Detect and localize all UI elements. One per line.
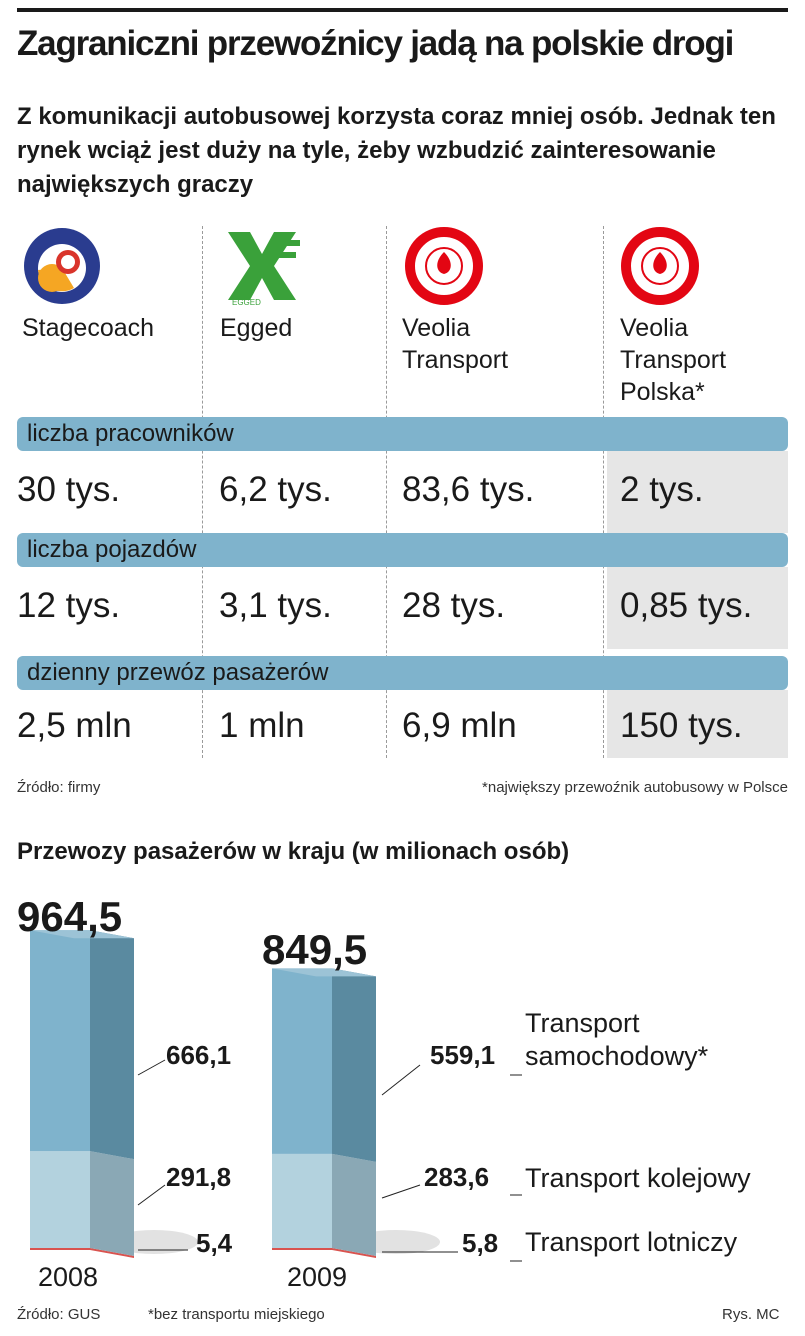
bar-segment-road — [30, 930, 90, 1152]
data-label: 666,1 — [166, 1040, 232, 1070]
shade-cell-2 — [607, 567, 788, 649]
company-name: Veolia Transport Polska* — [620, 314, 727, 406]
shade-cell-3 — [607, 690, 788, 758]
column-divider — [603, 226, 604, 758]
leader-line — [381, 1064, 421, 1096]
top-rule — [17, 8, 788, 12]
metric-label: dzienny przewóz pasażerów — [27, 659, 329, 686]
metric-label: liczba pracowników — [27, 420, 234, 447]
veolia-logo-icon — [621, 227, 699, 305]
metric-value: 30 tys. — [17, 470, 121, 509]
metric-value: 6,9 mln — [402, 706, 517, 745]
chart-source: Źródło: GUS — [17, 1306, 101, 1323]
stacked-bar-chart — [30, 930, 522, 1262]
bar-segment-air-side — [332, 1248, 376, 1258]
metric-band: liczba pracowników — [17, 417, 788, 451]
metric-band: liczba pojazdów — [17, 533, 788, 567]
egged-logo-icon: EGGED — [228, 232, 300, 306]
data-label: 5,8 — [462, 1228, 499, 1258]
company-name: Veolia Transport — [402, 314, 509, 374]
metric-value: 2 tys. — [620, 470, 704, 509]
metric-value: 12 tys. — [17, 586, 121, 625]
chart-footnote: *bez transportu miejskiego — [148, 1306, 325, 1323]
page-subtitle: Z komunikacji autobusowej korzysta coraz… — [17, 103, 776, 198]
veolia-logo-icon — [405, 227, 483, 305]
company-name: Stagecoach — [22, 314, 155, 342]
bar-segment-road-side — [90, 930, 134, 1160]
total-label: 849,5 — [262, 926, 368, 973]
bar-top-face — [272, 968, 376, 977]
metric-value: 0,85 tys. — [620, 586, 753, 625]
leader-line — [137, 1059, 166, 1076]
data-label: 559,1 — [430, 1040, 496, 1070]
metric-value: 6,2 tys. — [219, 470, 332, 509]
stagecoach-logo-icon — [24, 228, 100, 304]
metric-value: 28 tys. — [402, 586, 506, 625]
metric-label: liczba pojazdów — [27, 536, 197, 563]
metric-value: 1 mln — [219, 706, 305, 745]
table-footnote: *największy przewoźnik autobusowy w Pols… — [482, 779, 788, 796]
bar-segment-rail — [30, 1151, 90, 1248]
egged-logo-text: EGGED — [232, 298, 261, 306]
data-label: 291,8 — [166, 1162, 232, 1192]
shade-cell-1 — [607, 451, 788, 533]
page-title: Zagraniczni przewoźnicy jadą na polskie … — [17, 24, 734, 63]
column-divider — [202, 226, 203, 758]
bar-segment-rail — [272, 1153, 332, 1248]
column-divider — [386, 226, 387, 758]
metric-value: 150 tys. — [620, 706, 743, 745]
bar-segment-rail-side — [90, 1151, 134, 1256]
bar-segment-air — [30, 1248, 90, 1250]
legend-road: Transport samochodowy* — [525, 1008, 709, 1071]
legend-air: Transport lotniczy — [525, 1227, 738, 1257]
metric-value: 2,5 mln — [17, 706, 132, 745]
bar-segment-air — [272, 1248, 332, 1250]
bar-segment-road — [272, 968, 332, 1154]
bar-top-face — [30, 930, 134, 939]
bar-segment-air-side — [90, 1248, 134, 1258]
credit: Rys. MC — [722, 1306, 780, 1323]
metric-value: 83,6 tys. — [402, 470, 535, 509]
data-label: 5,4 — [196, 1228, 233, 1258]
data-label: 283,6 — [424, 1162, 490, 1192]
leader-line — [381, 1184, 421, 1199]
metric-value: 3,1 tys. — [219, 586, 332, 625]
chart-title: Przewozy pasażerów w kraju (w milionach … — [17, 838, 570, 865]
leader-line — [137, 1184, 166, 1206]
bar-segment-road-side — [332, 968, 376, 1162]
legend-rail: Transport kolejowy — [525, 1163, 751, 1193]
x-tick-label: 2009 — [287, 1262, 348, 1292]
table-source: Źródło: firmy — [17, 779, 101, 796]
total-label: 964,5 — [17, 893, 123, 940]
company-name: Egged — [220, 314, 293, 342]
bar-segment-rail-side — [332, 1153, 376, 1256]
x-tick-label: 2008 — [38, 1262, 99, 1292]
metric-band: dzienny przewóz pasażerów — [17, 656, 788, 690]
